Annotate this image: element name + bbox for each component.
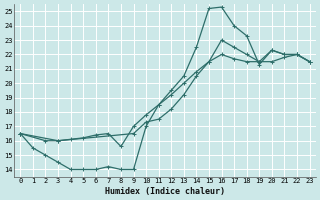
X-axis label: Humidex (Indice chaleur): Humidex (Indice chaleur) xyxy=(105,187,225,196)
